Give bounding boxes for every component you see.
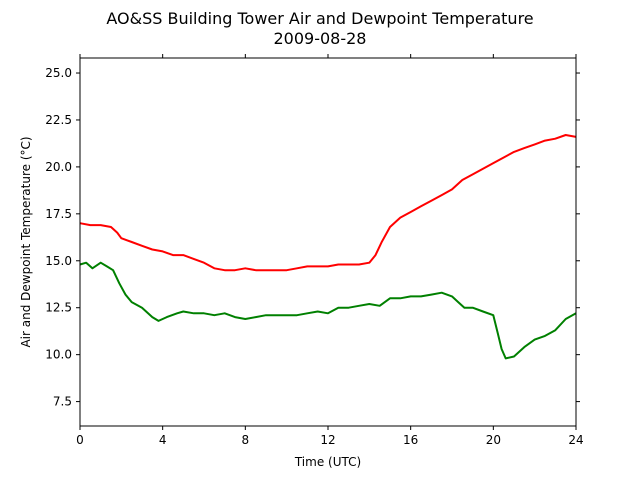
dewpoint-temperature-series-line xyxy=(79,261,577,360)
y-tick-label: 20.0 xyxy=(45,160,72,174)
x-axis-label: Time (UTC) xyxy=(294,455,361,469)
x-tick-label: 20 xyxy=(486,433,501,447)
y-axis: 7.5 10.0 12.5 15.0 17.5 20.0 22.5 25.0 xyxy=(45,66,580,409)
x-tick-label: 8 xyxy=(242,433,250,447)
chart-subtitle: 2009-08-28 xyxy=(274,29,367,48)
y-tick-label: 22.5 xyxy=(45,113,72,127)
x-tick-label: 4 xyxy=(159,433,167,447)
plot-area xyxy=(79,134,577,360)
air-temperature-series-line xyxy=(79,134,577,272)
y-tick-label: 10.0 xyxy=(45,348,72,362)
y-tick-label: 25.0 xyxy=(45,66,72,80)
x-axis: 0 4 8 12 16 20 24 xyxy=(76,54,584,447)
y-tick-label: 12.5 xyxy=(45,301,72,315)
y-tick-label: 17.5 xyxy=(45,207,72,221)
chart-title: AO&SS Building Tower Air and Dewpoint Te… xyxy=(106,9,533,28)
x-tick-label: 24 xyxy=(568,433,583,447)
plot-frame xyxy=(79,57,577,427)
x-tick-label: 12 xyxy=(320,433,335,447)
y-axis-label: Air and Dewpoint Temperature (°C) xyxy=(19,136,33,347)
x-tick-label: 16 xyxy=(403,433,418,447)
y-tick-label: 15.0 xyxy=(45,254,72,268)
x-tick-label: 0 xyxy=(76,433,84,447)
y-tick-label: 7.5 xyxy=(53,395,72,409)
